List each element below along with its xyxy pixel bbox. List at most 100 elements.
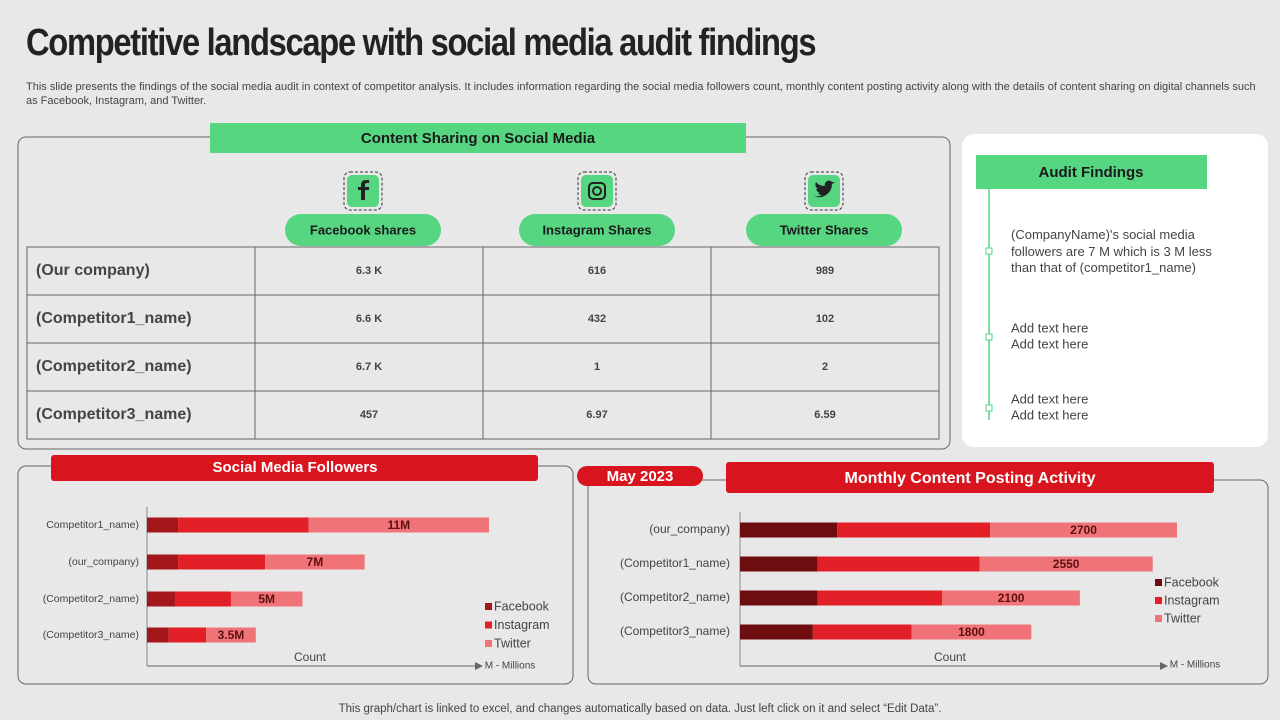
total-label: 3.5M xyxy=(218,628,245,642)
bar-segment xyxy=(740,556,818,572)
cell: 6.59 xyxy=(814,409,835,421)
subtitle: This slide presents the findings of the … xyxy=(26,81,1256,107)
bar-segment xyxy=(979,556,1153,572)
date-badge xyxy=(577,466,703,486)
row-label: (Competitor1_name) xyxy=(36,310,192,327)
bar-segment xyxy=(147,517,179,533)
cell: 432 xyxy=(588,313,606,325)
column-header: Instagram Shares xyxy=(542,222,651,237)
y-tick-label: (Competitor2_name) xyxy=(620,590,730,604)
chart-header-bar xyxy=(726,462,1214,493)
row-label: (Our company) xyxy=(36,262,150,279)
total-label: 1800 xyxy=(958,625,985,639)
table-header-bar xyxy=(210,123,746,153)
audit-item: Add text here xyxy=(1011,407,1088,422)
audit-header-bar xyxy=(976,155,1207,189)
bar-segment xyxy=(942,590,1080,606)
date-badge-text: May 2023 xyxy=(607,468,674,485)
column-pill xyxy=(519,214,675,246)
y-tick-label: (Competitor2_name) xyxy=(43,593,139,605)
footer-note: This graph/chart is linked to excel, and… xyxy=(339,703,942,715)
audit-panel xyxy=(962,134,1268,447)
timeline-dot xyxy=(985,404,993,412)
axis-arrow xyxy=(475,662,483,670)
legend-swatch xyxy=(485,640,492,647)
cell: 6.7 K xyxy=(356,361,382,373)
legend-swatch xyxy=(1155,615,1162,622)
x-axis-label: Count xyxy=(934,650,967,664)
bar-segment xyxy=(990,522,1177,538)
table-title: Content Sharing on Social Media xyxy=(361,130,596,147)
legend-swatch xyxy=(485,621,492,629)
y-tick-label: (Competitor3_name) xyxy=(43,629,139,641)
cell: 616 xyxy=(588,265,606,277)
column-pill xyxy=(285,214,441,246)
bar-segment xyxy=(911,624,1032,640)
cell: 457 xyxy=(360,409,378,421)
audit-item: Add text here xyxy=(1011,391,1088,406)
bar-segment xyxy=(308,517,489,533)
cell: 6.6 K xyxy=(356,313,382,325)
total-label: 5M xyxy=(258,592,275,606)
legend-label: Facebook xyxy=(1164,575,1220,589)
timeline-dot xyxy=(985,333,993,341)
twitter-icon xyxy=(804,171,844,211)
bar-segment xyxy=(817,556,980,572)
bar-segment xyxy=(147,627,169,643)
legend-label: Twitter xyxy=(1164,611,1201,625)
total-label: 11M xyxy=(387,518,410,532)
cell: 6.3 K xyxy=(356,265,382,277)
bar-segment xyxy=(168,627,207,643)
row-label: (Competitor2_name) xyxy=(36,358,192,375)
y-tick-label: (our_company) xyxy=(649,522,730,536)
total-label: 2550 xyxy=(1053,557,1080,571)
column-pill xyxy=(746,214,902,246)
bar-segment xyxy=(740,590,818,606)
legend-label: Twitter xyxy=(494,636,531,650)
cell: 1 xyxy=(594,361,600,373)
unit-note: M - Millions xyxy=(485,661,536,672)
total-label: 7M xyxy=(307,555,324,569)
axis-arrow xyxy=(1160,662,1168,670)
y-tick-label: (our_company) xyxy=(68,556,139,568)
bar-segment xyxy=(206,627,256,643)
bar-segment xyxy=(147,591,175,607)
bar-segment xyxy=(740,522,838,538)
y-tick-label: (Competitor1_name) xyxy=(620,556,730,570)
bar-segment xyxy=(812,624,912,640)
total-label: 2100 xyxy=(998,591,1025,605)
column-header: Twitter Shares xyxy=(780,222,869,237)
legend-swatch xyxy=(1155,597,1162,604)
y-tick-label: Competitor1_name) xyxy=(46,519,139,531)
bar-segment xyxy=(740,624,813,640)
bar-segment xyxy=(178,517,309,533)
row-label: (Competitor3_name) xyxy=(36,406,192,423)
x-axis-label: Count xyxy=(294,650,327,664)
facebook-icon xyxy=(343,171,383,211)
cell: 102 xyxy=(816,313,834,325)
bar-segment xyxy=(147,554,179,570)
bar-segment xyxy=(265,554,365,570)
instagram-icon xyxy=(577,171,617,211)
legend-label: Instagram xyxy=(1164,593,1220,607)
bar-segment xyxy=(817,590,943,606)
legend-label: Instagram xyxy=(494,618,550,632)
audit-item: Add text here xyxy=(1011,336,1088,351)
legend-swatch xyxy=(485,603,492,610)
legend-label: Facebook xyxy=(494,599,550,613)
audit-title: Audit Findings xyxy=(1039,164,1144,181)
audit-item: Add text here xyxy=(1011,320,1088,335)
unit-note: M - Millions xyxy=(1170,660,1221,671)
timeline-dot xyxy=(985,247,993,255)
chart-title: Monthly Content Posting Activity xyxy=(845,470,1096,487)
bar-segment xyxy=(837,522,991,538)
page-title: Competitive landscape with social media … xyxy=(26,22,817,64)
total-label: 2700 xyxy=(1070,523,1097,537)
y-tick-label: (Competitor3_name) xyxy=(620,624,730,638)
bar-segment xyxy=(230,591,303,607)
bar-segment xyxy=(178,554,266,570)
cell: 989 xyxy=(816,265,834,277)
legend-swatch xyxy=(1155,579,1162,586)
